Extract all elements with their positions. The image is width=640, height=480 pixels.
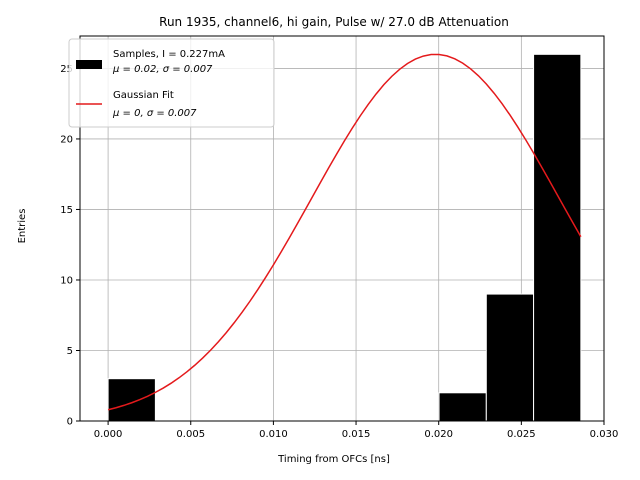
y-tick-label: 25 xyxy=(60,64,73,75)
x-tick-label: 0.010 xyxy=(259,429,288,440)
y-tick-label: 20 xyxy=(60,134,73,145)
y-tick-label: 15 xyxy=(60,205,73,216)
histogram-bar xyxy=(485,293,535,422)
legend-label-samples: Samples, I = 0.227mA xyxy=(113,49,225,60)
histogram-bar xyxy=(107,378,156,422)
legend-swatch-samples xyxy=(76,60,102,69)
y-tick-label: 0 xyxy=(67,417,73,428)
legend: Samples, I = 0.227mA μ = 0.02, σ = 0.007… xyxy=(68,38,275,128)
legend-stats-samples: μ = 0.02, σ = 0.007 xyxy=(112,64,213,75)
x-tick-label: 0.015 xyxy=(342,429,371,440)
gaussian-fit-line xyxy=(107,53,582,411)
gaussian-fit xyxy=(107,53,582,411)
x-tick-label: 0.030 xyxy=(590,429,619,440)
x-axis: 0.000 0.005 0.010 0.015 0.020 0.025 0.030 xyxy=(94,421,619,440)
y-tick-label: 5 xyxy=(67,346,73,357)
chart-title: Run 1935, channel6, hi gain, Pulse w/ 27… xyxy=(159,15,509,29)
histogram-bar xyxy=(533,53,582,422)
y-tick-label: 10 xyxy=(60,275,73,286)
y-axis-label: Entries xyxy=(17,209,28,244)
histogram-bar xyxy=(438,392,487,422)
x-tick-label: 0.000 xyxy=(94,429,123,440)
legend-label-gaussian-fit: Gaussian Fit xyxy=(113,90,174,101)
x-tick-label: 0.005 xyxy=(176,429,205,440)
histogram-bars xyxy=(107,53,582,422)
x-tick-label: 0.020 xyxy=(424,429,453,440)
x-axis-label: Timing from OFCs [ns] xyxy=(277,454,390,465)
legend-frame xyxy=(68,38,275,128)
legend-stats-gaussian-fit: μ = 0, σ = 0.007 xyxy=(112,108,197,119)
x-tick-label: 0.025 xyxy=(507,429,536,440)
plot-frame xyxy=(79,35,605,422)
grid-lines xyxy=(80,36,605,422)
